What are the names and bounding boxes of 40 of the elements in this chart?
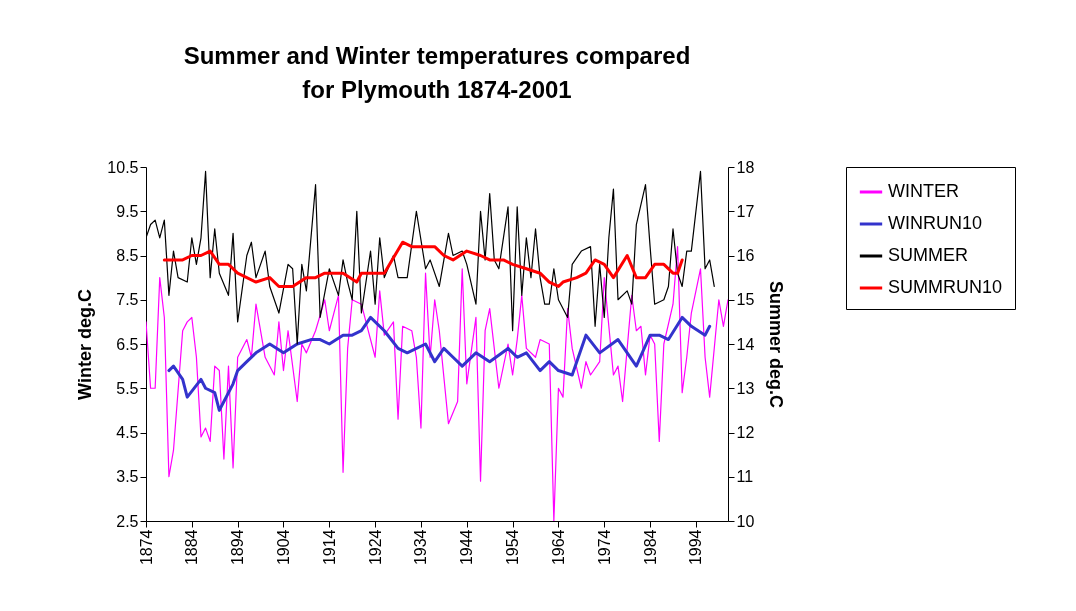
x-tick-label: 1954	[504, 529, 522, 566]
y2-tick-label: 11	[736, 468, 754, 486]
legend-label: WINTER	[888, 181, 959, 201]
y2-tick-label: 16	[736, 247, 755, 264]
y2-tick-label: 18	[736, 158, 755, 176]
line-series	[167, 315, 712, 412]
chart-title: Summer and Winter temperatures compared for Plymouth 1874-2001	[183, 42, 691, 103]
y2-tick-label: 13	[736, 379, 755, 397]
y-tick-label: 2.5	[116, 512, 139, 530]
y2-tick-label: 14	[736, 335, 755, 353]
legend-label: SUMMRUN10	[888, 277, 1003, 297]
x-tick-label: 1984	[641, 529, 659, 566]
y-tick-label: 6.5	[116, 335, 139, 353]
x-tick-label: 1934	[412, 529, 430, 566]
legend-label: WINRUN10	[888, 213, 983, 233]
y-tick-label: 7.5	[116, 291, 139, 309]
y-tick-label: 4.5	[116, 424, 139, 441]
y-axis-title: Winter deg.C	[75, 289, 96, 400]
y2-tick-label: 12	[736, 424, 755, 441]
x-tick-label: 1974	[595, 529, 613, 566]
y-tick-label: 3.5	[116, 468, 139, 486]
y2-tick-label: 15	[736, 291, 755, 309]
x-tick-label: 1884	[183, 529, 201, 566]
y2-tick-label: 17	[736, 202, 755, 220]
y-tick-label: 9.5	[116, 202, 139, 220]
x-tick-label: 1894	[229, 529, 247, 566]
y-tick-label: 10.5	[107, 158, 139, 176]
legend-label: SUMMER	[888, 245, 968, 265]
x-tick-label: 1964	[549, 529, 567, 566]
y-tick-label: 5.5	[116, 379, 139, 397]
x-tick-label: 1914	[320, 529, 338, 566]
x-tick-label: 1874	[137, 529, 155, 566]
x-tick-label: 1944	[458, 529, 476, 566]
y2-tick-label: 10	[736, 512, 755, 530]
y2-axis-title: Summer deg.C	[766, 280, 787, 409]
line-series	[162, 240, 684, 288]
y-tick-label: 8.5	[116, 247, 139, 264]
x-tick-label: 1994	[687, 529, 705, 566]
x-tick-label: 1904	[274, 529, 292, 566]
x-tick-label: 1924	[366, 529, 384, 566]
